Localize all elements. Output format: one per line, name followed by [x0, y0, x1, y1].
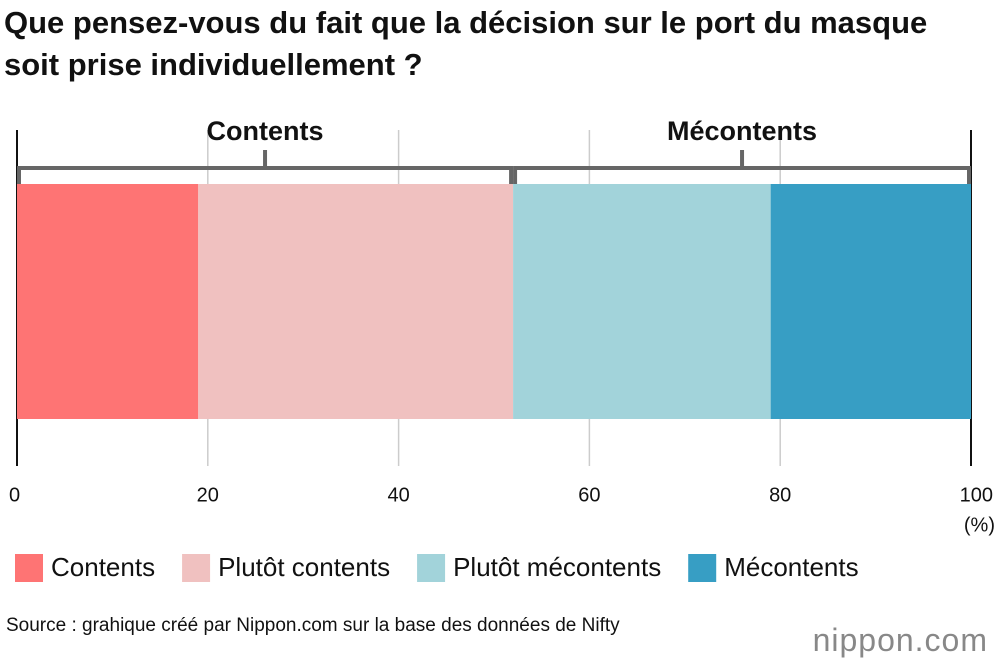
x-tick-label: 40 [387, 484, 409, 506]
source-note: Source : grahique créé par Nippon.com su… [6, 615, 620, 636]
bar-segment [198, 184, 514, 419]
x-tick-label: 0 [9, 484, 20, 506]
x-unit: (%) [964, 514, 995, 536]
x-tick-label: 60 [578, 484, 600, 506]
bar-segment [513, 184, 771, 419]
x-tick-label: 100 [960, 484, 993, 506]
logo: nippon.com [812, 622, 988, 658]
legend-swatch [15, 554, 43, 582]
legend-swatch [182, 554, 211, 582]
legend-label: Plutôt contents [218, 552, 390, 582]
x-tick-label: 80 [769, 484, 791, 506]
group-bracket [17, 150, 514, 184]
x-tick-label: 20 [197, 484, 219, 506]
chart-title: Que pensez-vous du fait que la décision … [4, 5, 928, 82]
legend-label: Plutôt mécontents [453, 552, 661, 582]
legend-label: Mécontents [724, 552, 858, 582]
group-label: Contents [207, 116, 324, 146]
group-label: Mécontents [667, 116, 817, 146]
legend-swatch [688, 554, 717, 582]
bar-segment [770, 184, 971, 419]
group-bracket [513, 150, 971, 184]
legend-swatch [417, 554, 446, 582]
legend-label: Contents [51, 552, 155, 582]
bar-segment [17, 184, 199, 419]
